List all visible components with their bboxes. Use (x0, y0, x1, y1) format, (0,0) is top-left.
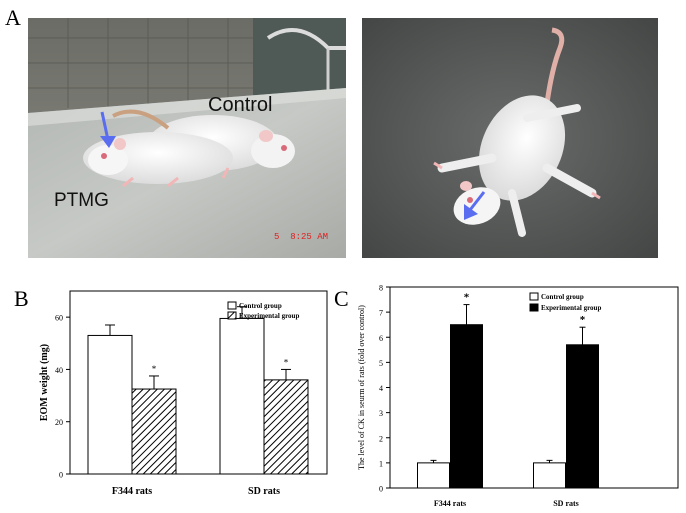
y-tick-label: 1 (379, 459, 383, 468)
legend-swatch (529, 292, 539, 301)
x-category-label: F344 rats (434, 499, 466, 508)
bar-experimental-0 (450, 324, 483, 489)
panel-label-b: B (14, 286, 29, 311)
y-axis-label: The level of CK in seurm of rats (fold o… (357, 305, 366, 470)
y-tick-label: 0 (59, 471, 63, 480)
plot-frame (389, 286, 679, 489)
chart-eom-weight: 0 20 40 60 EOM weight (mg) * F344 rats * SD rats… (39, 290, 328, 497)
legend-entry: Control group (239, 302, 282, 310)
y-tick-label: 2 (379, 434, 383, 443)
photo-ptmg-vs-control-drawing (28, 18, 346, 258)
panel-label-a: A (5, 5, 21, 30)
plot-frame (69, 290, 328, 475)
bar-control-1 (533, 462, 566, 489)
y-tick-label: 60 (55, 314, 63, 323)
legend-swatch (227, 311, 237, 320)
bar-experimental-0 (131, 388, 177, 475)
y-tick-label: 8 (379, 284, 383, 293)
photo-ptmg-vs-control: Control PTMG 5 8:25 AM (28, 18, 346, 258)
y-tick-label: 3 (379, 409, 383, 418)
y-tick-label: 7 (379, 309, 383, 318)
legend-entry: Experimental group (239, 312, 299, 320)
significance-marker: * (284, 357, 289, 367)
legend-entry: Control group (541, 293, 584, 301)
y-tick-label: 0 (379, 485, 383, 494)
bar-control-1 (219, 317, 265, 475)
bar-experimental-1 (566, 344, 599, 489)
x-category-label: SD rats (553, 499, 579, 508)
y-axis-label: EOM weight (mg) (39, 344, 50, 421)
bar-control-0 (87, 334, 133, 475)
y-tick-label: 40 (55, 366, 63, 375)
legend-swatch (227, 301, 237, 310)
x-category-label: SD rats (248, 486, 280, 497)
label-control: Control (208, 94, 273, 116)
significance-marker: * (464, 292, 470, 304)
panel-label-c: C (334, 286, 349, 311)
y-tick-label: 6 (379, 334, 383, 343)
legend-entry: Experimental group (541, 304, 601, 312)
arrow-icon (100, 111, 116, 148)
arrow-icon-right (464, 191, 486, 220)
y-tick-label: 4 (379, 384, 383, 393)
significance-marker: * (580, 314, 586, 326)
photo-weak-rat-drawing (362, 18, 658, 258)
significance-marker: * (152, 364, 157, 374)
y-tick-label: 20 (55, 418, 63, 427)
chart-ck-level: 0 1 2 3 4 5 6 7 8 The level of CK in seurm of rat… (357, 284, 679, 508)
x-category-label: F344 rats (112, 486, 152, 497)
bar-control-0 (417, 462, 450, 489)
label-ptmg: PTMG (54, 190, 109, 211)
bar-experimental-1 (263, 379, 309, 475)
photo-timestamp: 5 8:25 AM (274, 232, 329, 242)
legend-swatch (529, 303, 539, 312)
photo-weak-rat (362, 18, 658, 258)
y-tick-label: 5 (379, 359, 383, 368)
